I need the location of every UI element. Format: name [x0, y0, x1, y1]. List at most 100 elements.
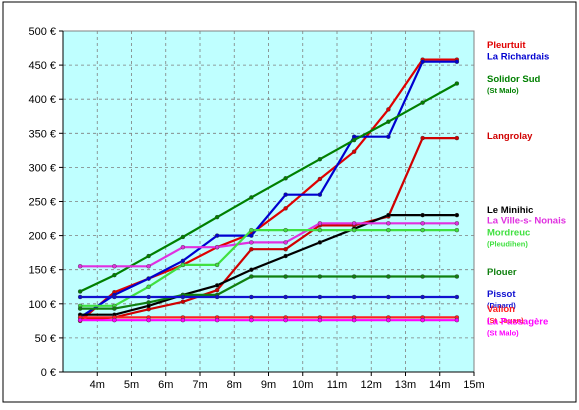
legend-label: Pissot — [487, 289, 516, 300]
data-point — [146, 284, 151, 289]
series-lines — [77, 57, 460, 324]
data-point — [386, 317, 391, 323]
data-point — [249, 274, 254, 279]
data-point — [180, 234, 186, 240]
data-point — [214, 214, 220, 220]
data-point — [317, 240, 323, 245]
data-point — [420, 227, 425, 233]
data-point — [249, 247, 254, 252]
data-point — [351, 274, 357, 279]
data-point — [386, 221, 391, 226]
x-tick-label: 5m — [124, 379, 139, 391]
data-point — [283, 192, 288, 197]
data-point — [146, 264, 151, 269]
data-point — [317, 294, 323, 300]
legend-sublabel: (Pleudihen) — [487, 240, 528, 249]
data-point — [283, 176, 288, 181]
data-point — [351, 149, 357, 154]
series-mordreuc — [77, 227, 460, 309]
x-tick-label: 12m — [361, 379, 382, 391]
data-point — [351, 227, 357, 233]
data-point — [386, 212, 391, 218]
data-point — [454, 294, 460, 300]
data-point — [420, 221, 425, 226]
y-tick-label: 300 € — [28, 162, 56, 174]
x-tick-label: 14m — [429, 379, 450, 391]
data-point — [351, 317, 357, 323]
y-tick-label: 200 € — [28, 231, 56, 243]
y-tick-label: 400 € — [28, 94, 56, 106]
data-point — [317, 192, 323, 197]
y-tick-label: 50 € — [35, 333, 56, 345]
data-point — [317, 274, 323, 279]
series-solidor-sud — [77, 81, 460, 294]
data-point — [77, 289, 83, 294]
data-point — [420, 100, 425, 105]
x-tick-label: 15m — [463, 379, 484, 391]
legend-label: Valion — [487, 304, 515, 315]
data-point — [112, 317, 117, 323]
data-point — [420, 212, 425, 218]
x-tick-label: 8m — [227, 379, 242, 391]
data-point — [386, 134, 391, 139]
y-tick-label: 500 € — [28, 26, 56, 38]
y-tick-label: 250 € — [28, 197, 56, 209]
data-point — [180, 299, 186, 304]
data-point — [112, 272, 117, 278]
data-point — [249, 267, 254, 272]
legend-label: Mordreuc — [487, 228, 530, 239]
x-tick-label: 13m — [395, 379, 416, 391]
data-point — [386, 119, 391, 124]
data-point — [351, 294, 357, 300]
data-point — [249, 317, 254, 323]
data-point — [180, 258, 186, 264]
data-point — [283, 274, 288, 279]
data-point — [283, 317, 288, 323]
legend-sublabel: (St Malo) — [487, 86, 519, 95]
data-point — [420, 59, 425, 64]
data-point — [180, 317, 186, 323]
data-point — [146, 300, 151, 305]
legend-label: Plouer — [487, 267, 517, 278]
series-line — [80, 222, 457, 268]
series-la-richardais — [77, 59, 460, 320]
data-point — [283, 206, 288, 211]
legend-sublabel: (St Jouan) — [487, 316, 524, 325]
data-point — [283, 227, 288, 233]
data-point — [317, 176, 323, 182]
data-point — [146, 253, 151, 259]
legend-sublabel: (St Malo) — [487, 328, 519, 337]
data-point — [249, 240, 254, 245]
legend-label: Solidor Sud — [487, 74, 541, 85]
data-point — [214, 262, 220, 268]
data-point — [386, 294, 391, 300]
data-point — [420, 294, 425, 300]
data-point — [249, 195, 254, 200]
data-point — [454, 212, 460, 218]
x-tick-label: 9m — [261, 379, 276, 391]
x-tick-label: 4m — [90, 379, 105, 391]
data-point — [77, 306, 83, 311]
data-point — [351, 137, 357, 143]
x-tick-label: 10m — [292, 379, 313, 391]
series-pissot — [77, 294, 460, 300]
series-la-ville-s-nonais — [77, 221, 460, 269]
series-line — [80, 275, 457, 310]
data-point — [283, 294, 288, 300]
y-tick-label: 150 € — [28, 265, 56, 277]
axes: 0 € 50 € 100 € 150 € 200 € 250 € 300 € 350 € 400… — [28, 26, 484, 391]
x-tick-label: 11m — [327, 379, 348, 391]
data-point — [77, 317, 83, 323]
data-point — [420, 135, 425, 141]
data-point — [214, 294, 220, 300]
data-point — [283, 253, 288, 259]
y-tick-label: 350 € — [28, 128, 56, 140]
y-tick-label: 100 € — [28, 299, 56, 311]
data-point — [249, 294, 254, 300]
data-point — [180, 244, 186, 250]
series-line — [80, 214, 457, 316]
data-point — [420, 317, 425, 323]
legend-label: La Richardais — [487, 52, 549, 63]
